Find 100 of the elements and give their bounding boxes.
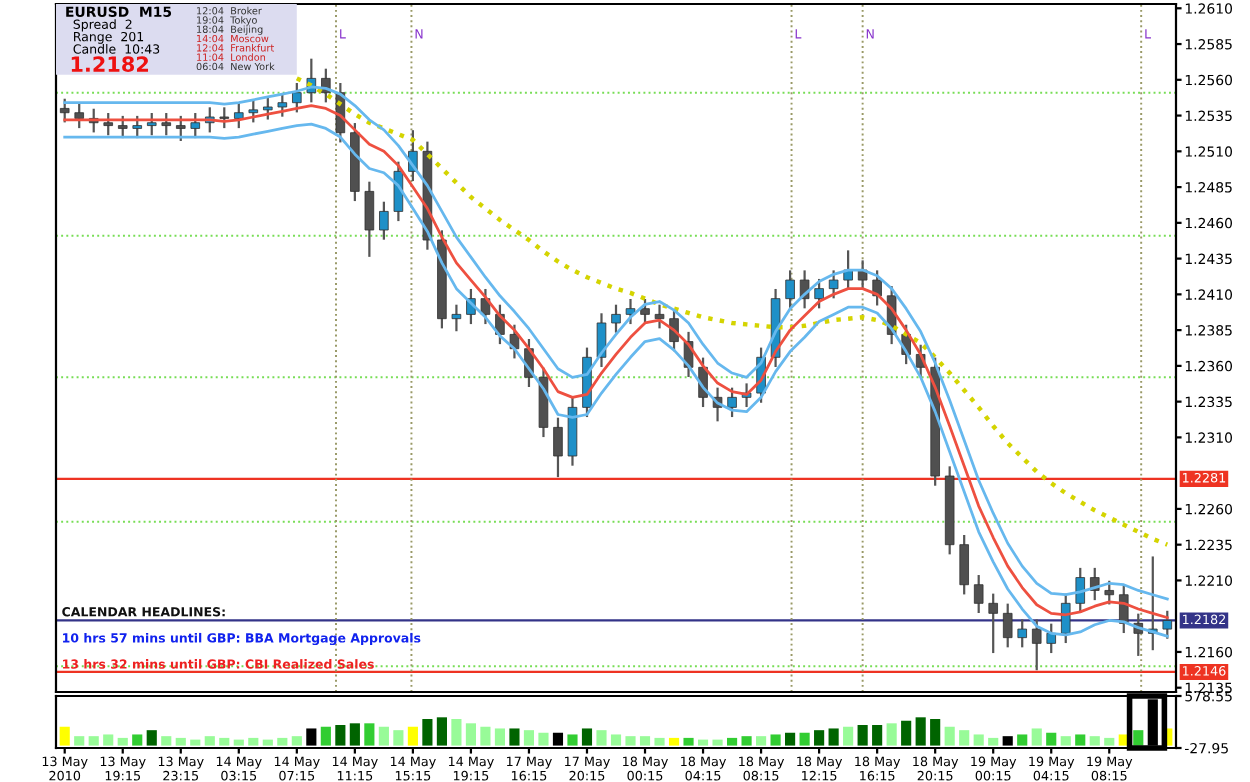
bar <box>625 736 636 746</box>
bar <box>785 732 796 746</box>
bar <box>567 734 578 746</box>
candlestick <box>988 593 998 654</box>
candlestick <box>1075 567 1086 614</box>
bar <box>117 737 128 746</box>
candlestick <box>175 115 186 141</box>
bar <box>712 739 723 746</box>
bar <box>901 720 912 746</box>
bar <box>262 739 273 746</box>
candlestick <box>132 115 143 139</box>
candlestick <box>103 113 113 136</box>
bar <box>465 723 476 746</box>
bar <box>596 730 607 746</box>
candlestick <box>1046 623 1057 654</box>
bar <box>1046 732 1057 746</box>
bar <box>364 723 375 746</box>
candlestick <box>277 93 288 117</box>
bar <box>494 728 506 746</box>
bar <box>422 719 433 746</box>
bar <box>219 737 230 746</box>
candlestick <box>248 100 259 123</box>
candlestick <box>1031 619 1042 671</box>
candlestick <box>654 304 665 329</box>
bar <box>843 726 854 746</box>
bar <box>320 726 331 746</box>
candlestick <box>117 115 128 139</box>
bar <box>509 728 520 746</box>
bar <box>1075 734 1086 746</box>
bar <box>74 736 85 746</box>
bar <box>726 737 738 746</box>
candlestick <box>727 387 737 418</box>
bar <box>581 728 593 746</box>
bar <box>480 726 491 746</box>
candlestick <box>379 201 389 240</box>
candlestick <box>843 250 853 290</box>
bar <box>1089 736 1100 746</box>
candlestick <box>292 82 302 113</box>
candlestick <box>959 534 969 595</box>
bar <box>1147 699 1158 746</box>
bar <box>1133 730 1144 746</box>
bar <box>1104 737 1115 746</box>
bar <box>248 737 259 746</box>
candlestick <box>973 575 984 614</box>
candlestick <box>828 270 839 299</box>
bar <box>349 723 360 746</box>
bar <box>930 719 941 746</box>
bar <box>654 737 665 746</box>
candlestick <box>59 98 70 123</box>
bar <box>436 717 447 746</box>
bar <box>335 725 346 746</box>
candlestick <box>625 298 636 325</box>
bar <box>683 737 694 746</box>
bar <box>378 726 389 746</box>
bar <box>770 734 781 746</box>
bar <box>190 739 201 746</box>
bar <box>291 736 302 746</box>
annotation: 1.2182 <box>71 56 149 72</box>
bar <box>161 736 172 746</box>
candlestick <box>1060 593 1071 644</box>
bar <box>146 730 157 746</box>
bar <box>451 719 462 746</box>
bar <box>1031 728 1042 746</box>
bar <box>393 730 404 746</box>
candlestick <box>857 260 868 290</box>
line-series <box>294 76 1170 547</box>
bar <box>1017 734 1028 746</box>
bar <box>973 734 984 746</box>
bar <box>538 732 549 746</box>
candlestick <box>1002 603 1013 648</box>
bar <box>959 730 970 746</box>
candlestick <box>161 113 172 136</box>
candlestick <box>814 278 824 309</box>
bar <box>668 737 680 746</box>
candlestick <box>263 97 273 120</box>
bar <box>828 728 839 746</box>
bar <box>610 734 622 746</box>
bar <box>944 726 955 746</box>
candlestick <box>146 113 157 136</box>
candlestick <box>872 270 882 306</box>
candlestick <box>1104 580 1115 605</box>
candlestick <box>393 161 404 222</box>
bar <box>59 726 70 746</box>
candlestick <box>1017 619 1027 648</box>
bar <box>103 734 114 746</box>
bar <box>233 739 244 746</box>
candlestick <box>219 107 230 129</box>
bar <box>407 726 418 746</box>
bar <box>639 736 651 746</box>
bar <box>814 730 825 746</box>
candlestick <box>451 304 462 332</box>
candlestick <box>364 181 375 257</box>
candlestick <box>611 304 621 333</box>
bar <box>175 737 186 746</box>
bar <box>204 736 215 746</box>
bar <box>756 736 767 746</box>
bar <box>799 732 810 746</box>
candlestick <box>553 417 563 478</box>
candlestick <box>640 298 650 325</box>
candlestick <box>234 103 244 129</box>
